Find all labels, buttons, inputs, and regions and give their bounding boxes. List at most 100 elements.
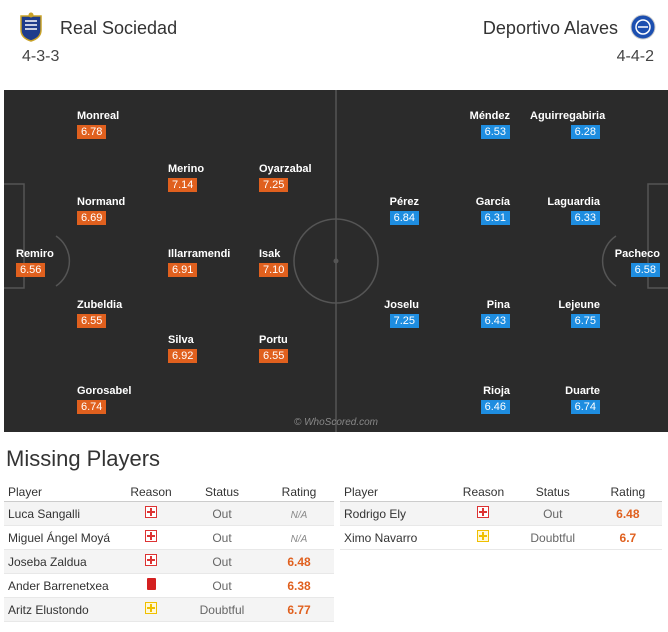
pitch-markings	[4, 90, 668, 432]
alaves-crest-icon	[630, 14, 656, 40]
table-row[interactable]: Joseba Zaldua Out 6.48	[4, 550, 334, 574]
missing-rating: 6.7	[619, 530, 637, 545]
real-sociedad-crest-icon	[20, 12, 42, 42]
player-name: Gorosabel	[77, 385, 132, 397]
away-player[interactable]: Joselu 7.25	[349, 299, 419, 329]
missing-status: Doubtful	[199, 602, 245, 617]
watermark: © WhoScored.com	[293, 417, 378, 428]
home-player[interactable]: Gorosabel 6.74	[77, 385, 147, 415]
player-rating: 6.56	[16, 263, 46, 277]
player-rating: 6.31	[480, 211, 510, 225]
table-header: Player Reason Status Rating	[4, 482, 334, 502]
away-player[interactable]: Pérez 6.84	[349, 196, 419, 226]
header-player: Player	[8, 484, 43, 499]
player-rating: 7.25	[259, 178, 289, 192]
player-rating: 6.43	[480, 314, 510, 328]
player-name: Rioja	[483, 385, 510, 397]
home-formation: 4-3-3	[22, 48, 60, 65]
table-header: Player Reason Status Rating	[340, 482, 662, 502]
missing-player-name[interactable]: Miguel Ángel Moyá	[8, 530, 111, 545]
player-name: Pérez	[389, 196, 419, 208]
player-name: Normand	[77, 196, 126, 208]
table-row[interactable]: Miguel Ángel Moyá Out N/A	[4, 526, 334, 550]
table-row[interactable]: Rodrigo Ely Out 6.48	[340, 502, 662, 526]
home-player[interactable]: Isak 7.10	[259, 248, 329, 278]
away-player[interactable]: Aguirregabiria 6.28	[530, 110, 606, 140]
home-player[interactable]: Normand 6.69	[77, 196, 147, 226]
injury-icon	[145, 554, 157, 566]
player-rating: 7.10	[259, 263, 289, 277]
player-rating: 6.46	[480, 400, 510, 414]
player-rating: 6.74	[570, 400, 600, 414]
missing-rating: N/A	[290, 509, 308, 521]
away-formation: 4-4-2	[616, 48, 654, 65]
injury-icon	[145, 506, 157, 518]
table-row[interactable]: Ximo Navarro Doubtful 6.7	[340, 526, 662, 550]
home-player[interactable]: Monreal 6.78	[77, 110, 147, 140]
missing-player-name[interactable]: Joseba Zaldua	[8, 554, 87, 569]
player-rating: 6.92	[168, 349, 198, 363]
table-row[interactable]: Ander Barrenetxea Out 6.38	[4, 574, 334, 598]
injury-icon	[145, 530, 157, 542]
missing-player-name[interactable]: Ander Barrenetxea	[8, 578, 109, 593]
away-team-name[interactable]: Deportivo Alaves	[482, 18, 618, 38]
home-player[interactable]: Zubeldia 6.55	[77, 299, 147, 329]
away-player[interactable]: Méndez 6.53	[440, 110, 510, 140]
away-player[interactable]: García 6.31	[440, 196, 510, 226]
header-reason: Reason	[462, 484, 505, 499]
player-rating: 6.53	[480, 125, 510, 139]
missing-status: Out	[212, 578, 232, 593]
player-name: Remiro	[16, 248, 54, 260]
player-name: Zubeldia	[77, 299, 123, 311]
missing-player-name[interactable]: Luca Sangalli	[8, 506, 81, 521]
player-name: Duarte	[565, 385, 600, 397]
player-name: Pacheco	[614, 248, 660, 260]
player-name: García	[475, 196, 510, 208]
home-missing-table: Player Reason Status Rating Luca Sangall…	[4, 482, 334, 622]
missing-rating: 6.48	[616, 506, 640, 521]
home-player[interactable]: Illarramendi 6.91	[168, 248, 238, 278]
away-player[interactable]: Pacheco 6.58	[590, 248, 660, 278]
away-player[interactable]: Duarte 6.74	[530, 385, 600, 415]
home-player[interactable]: Remiro 6.56	[16, 248, 86, 278]
home-player[interactable]: Oyarzabal 7.25	[259, 163, 329, 193]
home-player[interactable]: Portu 6.55	[259, 334, 329, 364]
player-rating: 6.74	[77, 400, 107, 414]
home-team-name[interactable]: Real Sociedad	[60, 18, 178, 38]
away-player[interactable]: Pina 6.43	[440, 299, 510, 329]
header-rating: Rating	[610, 484, 646, 499]
player-rating: 7.25	[389, 314, 419, 328]
player-name: Lejeune	[558, 299, 600, 311]
match-header: Real Sociedad 4-3-3 Deportivo Alaves 4-4…	[0, 0, 668, 88]
player-rating: 6.55	[77, 314, 107, 328]
table-row[interactable]: Luca Sangalli Out N/A	[4, 502, 334, 526]
home-player[interactable]: Merino 7.14	[168, 163, 238, 193]
missing-player-name[interactable]: Rodrigo Ely	[344, 506, 407, 521]
away-player[interactable]: Lejeune 6.75	[530, 299, 600, 329]
away-missing-table: Player Reason Status Rating Rodrigo Ely …	[340, 482, 662, 550]
player-name: Aguirregabiria	[530, 110, 606, 122]
missing-rating: 6.38	[287, 578, 311, 593]
player-rating: 7.14	[168, 178, 198, 192]
away-player[interactable]: Laguardia 6.33	[530, 196, 600, 226]
player-rating: 6.69	[77, 211, 107, 225]
player-name: Isak	[259, 248, 281, 260]
missing-rating: 6.48	[287, 554, 311, 569]
missing-status: Doubtful	[530, 530, 576, 545]
away-player[interactable]: Rioja 6.46	[440, 385, 510, 415]
player-rating: 6.75	[570, 314, 600, 328]
player-name: Monreal	[77, 110, 120, 122]
header-status: Status	[535, 484, 570, 499]
missing-player-name[interactable]: Aritz Elustondo	[8, 602, 89, 617]
player-name: Illarramendi	[168, 248, 231, 260]
player-rating: 6.28	[570, 125, 600, 139]
missing-status: Out	[212, 530, 232, 545]
injury-icon	[477, 506, 490, 518]
header-reason: Reason	[130, 484, 172, 499]
missing-player-name[interactable]: Ximo Navarro	[344, 530, 418, 545]
missing-status: Out	[212, 506, 232, 521]
player-rating: 6.55	[259, 349, 289, 363]
home-player[interactable]: Silva 6.92	[168, 334, 238, 364]
table-row[interactable]: Aritz Elustondo Doubtful 6.77	[4, 598, 334, 622]
player-name: Laguardia	[547, 196, 600, 208]
